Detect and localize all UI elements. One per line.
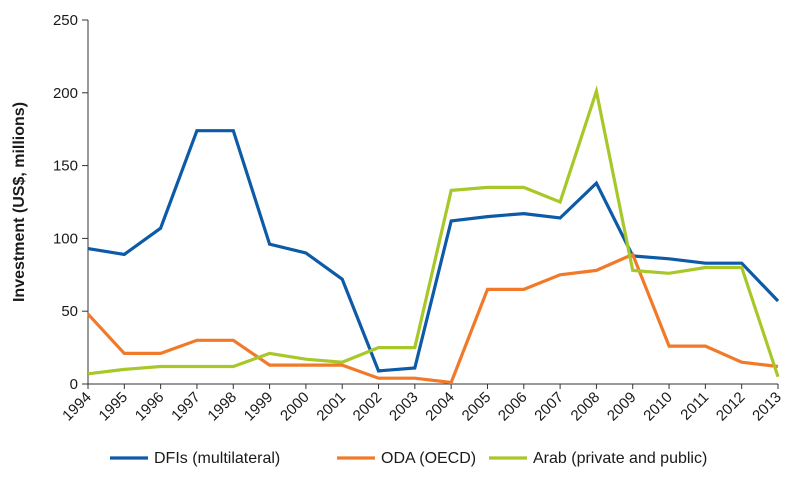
- y-tick-label: 0: [70, 376, 78, 393]
- legend: DFIs (multilateral) ODA (OECD) Arab (priva…: [110, 450, 707, 467]
- y-tick-label: 100: [53, 230, 78, 247]
- x-axis: 1994 1995 1996 1997 1998 1999 2000 2001 2002 2003…: [59, 383, 785, 424]
- x-tick-label: 2002: [350, 389, 386, 425]
- x-tick-label: 1994: [59, 389, 95, 425]
- x-tick-label: 1995: [96, 389, 132, 425]
- x-tick-label: 2001: [313, 389, 349, 425]
- series-layer: [86, 85, 780, 385]
- series-line-0: [87, 129, 780, 373]
- x-tick-label: 2007: [531, 389, 567, 425]
- y-tick-label: 50: [61, 303, 78, 320]
- x-tick-label: 1998: [204, 389, 240, 425]
- legend-label-1: ODA (OECD): [381, 450, 476, 467]
- x-tick-label: 2006: [495, 389, 531, 425]
- x-tick-label: 2009: [604, 389, 640, 425]
- x-tick-label: 2013: [749, 389, 785, 425]
- y-tick-label: 250: [53, 12, 78, 29]
- y-ticks: 0 50 100 150 200 250: [53, 12, 88, 393]
- y-tick-label: 200: [53, 85, 78, 102]
- x-tick-label: 2008: [568, 389, 604, 425]
- x-tick-label: 2011: [677, 389, 712, 424]
- series-line-1: [86, 252, 779, 385]
- series-line-2: [87, 85, 780, 378]
- x-tick-label: 2012: [713, 389, 749, 425]
- x-tick-label: 2004: [422, 389, 458, 425]
- legend-label-2: Arab (private and public): [533, 450, 707, 467]
- y-axis-label: Investment (US$, millions): [11, 102, 28, 302]
- x-tick-label: 2003: [386, 389, 422, 425]
- y-tick-label: 150: [53, 158, 78, 175]
- x-tick-label: 2005: [459, 389, 495, 425]
- x-tick-label: 1997: [168, 389, 204, 425]
- x-ticks: 1994 1995 1996 1997 1998 1999 2000 2001 2002 2003…: [59, 384, 785, 424]
- x-tick-label: 2000: [277, 389, 313, 425]
- y-axis: 0 50 100 150 200 250: [53, 12, 89, 393]
- x-tick-label: 1999: [241, 389, 277, 425]
- x-tick-label: 2010: [640, 389, 676, 425]
- x-tick-label: 1996: [132, 389, 168, 425]
- legend-label-0: DFIs (multilateral): [154, 450, 280, 467]
